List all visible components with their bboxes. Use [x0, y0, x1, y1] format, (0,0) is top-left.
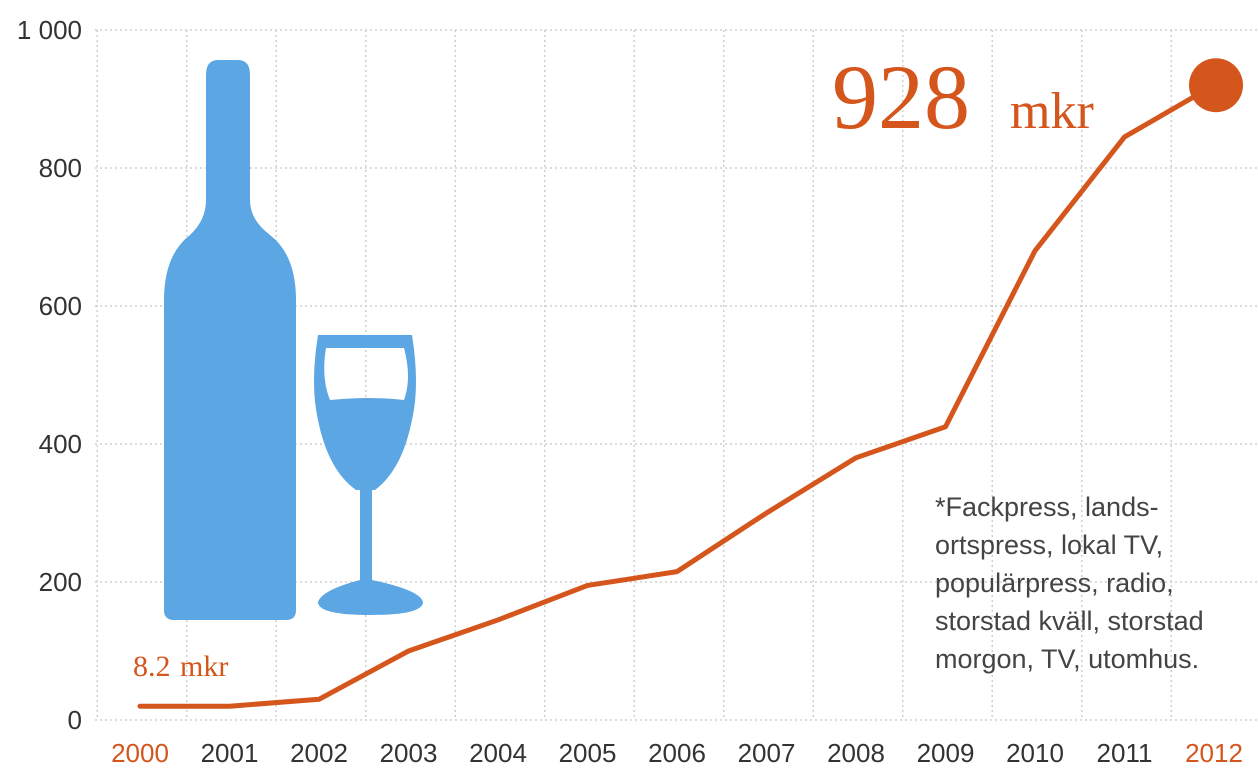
x-tick-label: 2010 [1006, 738, 1064, 768]
x-tick-label: 2005 [559, 738, 617, 768]
footnote: *Fackpress, lands- ortspress, lokal TV, … [935, 488, 1255, 678]
x-tick-label: 2009 [917, 738, 975, 768]
y-tick-label: 600 [39, 291, 82, 321]
x-tick-label: 2001 [201, 738, 259, 768]
end-point-marker [1189, 58, 1243, 113]
x-tick-label: 2011 [1097, 738, 1153, 768]
y-axis: 0 200 400 600 800 1 000 [17, 15, 82, 735]
footnote-line: storstad kväll, storstad [935, 606, 1204, 636]
footnote-line: morgon, TV, utomhus. [935, 644, 1200, 674]
x-tick-label: 2003 [380, 738, 438, 768]
wine-glass-icon [314, 335, 423, 615]
data-points [1189, 58, 1243, 113]
footnote-line: *Fackpress, lands- [935, 492, 1159, 522]
x-tick-label: 2000 [111, 738, 169, 768]
y-tick-label: 400 [39, 429, 82, 459]
x-tick-label: 2012 [1185, 738, 1243, 768]
x-tick-label: 2006 [648, 738, 706, 768]
x-tick-label: 2002 [290, 738, 348, 768]
x-tick-label: 2004 [469, 738, 527, 768]
start-annotation: 8.2 mkr [133, 650, 228, 683]
x-tick-label: 2008 [827, 738, 885, 768]
series-line [137, 82, 1217, 709]
end-annotation: 928 mkr [832, 46, 1094, 148]
wine-bottle-icon [164, 60, 296, 620]
y-tick-label: 800 [39, 153, 82, 183]
end-unit: mkr [1010, 83, 1094, 140]
footnote-line: ortspress, lokal TV, [935, 530, 1164, 560]
footnote-line: populärpress, radio, [935, 568, 1174, 598]
y-tick-label: 0 [68, 705, 82, 735]
y-tick-label: 1 000 [17, 15, 82, 45]
start-unit: mkr [180, 650, 228, 683]
x-axis: 2000 2001 2002 2003 2004 2005 2006 2007 2008 2009… [111, 738, 1243, 768]
x-tick-label: 2007 [738, 738, 796, 768]
end-value: 928 [832, 46, 970, 148]
y-tick-label: 200 [39, 567, 82, 597]
start-value: 8.2 [133, 650, 171, 683]
grid [95, 29, 1258, 721]
